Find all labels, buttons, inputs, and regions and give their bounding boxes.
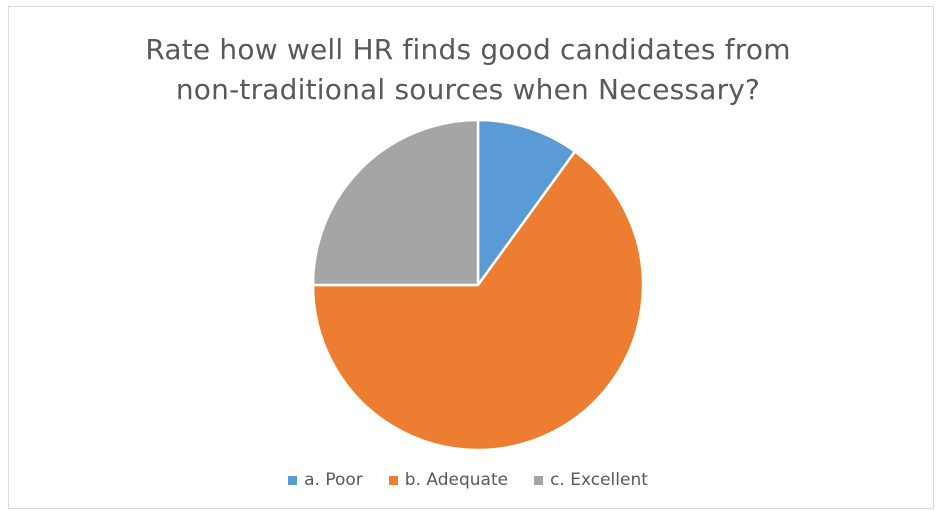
legend-item-a-poor: a. Poor — [288, 470, 363, 490]
pie-slice-a-poor — [476, 118, 577, 287]
legend-label-a-poor: a. Poor — [304, 470, 363, 490]
pie-slice-c-excellent — [311, 118, 480, 287]
chart-title-line-1: Rate how well HR finds good candidates f… — [145, 33, 791, 66]
legend-item-c-excellent: c. Excellent — [534, 470, 648, 490]
legend-swatch-a-poor — [288, 475, 298, 485]
legend-swatch-c-excellent — [534, 475, 544, 485]
legend-label-c-excellent: c. Excellent — [550, 470, 648, 490]
legend-swatch-b-adequate — [388, 475, 398, 485]
legend-label-b-adequate: b. Adequate — [404, 470, 509, 490]
legend-item-b-adequate: b. Adequate — [388, 470, 509, 490]
chart-title: Rate how well HR finds good candidates f… — [0, 30, 936, 110]
chart-title-line-2: non-traditional sources when Necessary? — [175, 73, 761, 106]
pie-slice-b-adequate — [311, 150, 645, 452]
chart-legend: a. Poor b. Adequate c. Excellent — [0, 470, 936, 490]
